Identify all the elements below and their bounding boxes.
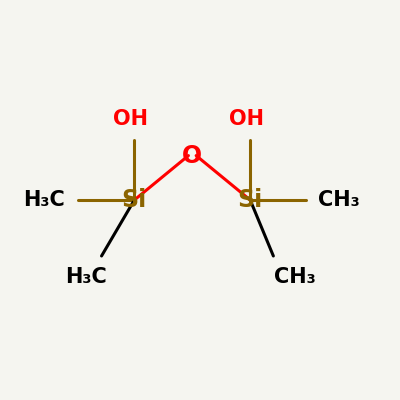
Text: CH₃: CH₃ [318, 190, 360, 210]
Text: Si: Si [238, 188, 263, 212]
Text: OH: OH [229, 109, 264, 129]
Text: O: O [182, 144, 202, 168]
Text: H₃C: H₃C [23, 190, 65, 210]
Text: H₃C: H₃C [65, 267, 107, 287]
Text: OH: OH [113, 109, 148, 129]
Text: Si: Si [122, 188, 147, 212]
Text: CH₃: CH₃ [274, 267, 316, 287]
